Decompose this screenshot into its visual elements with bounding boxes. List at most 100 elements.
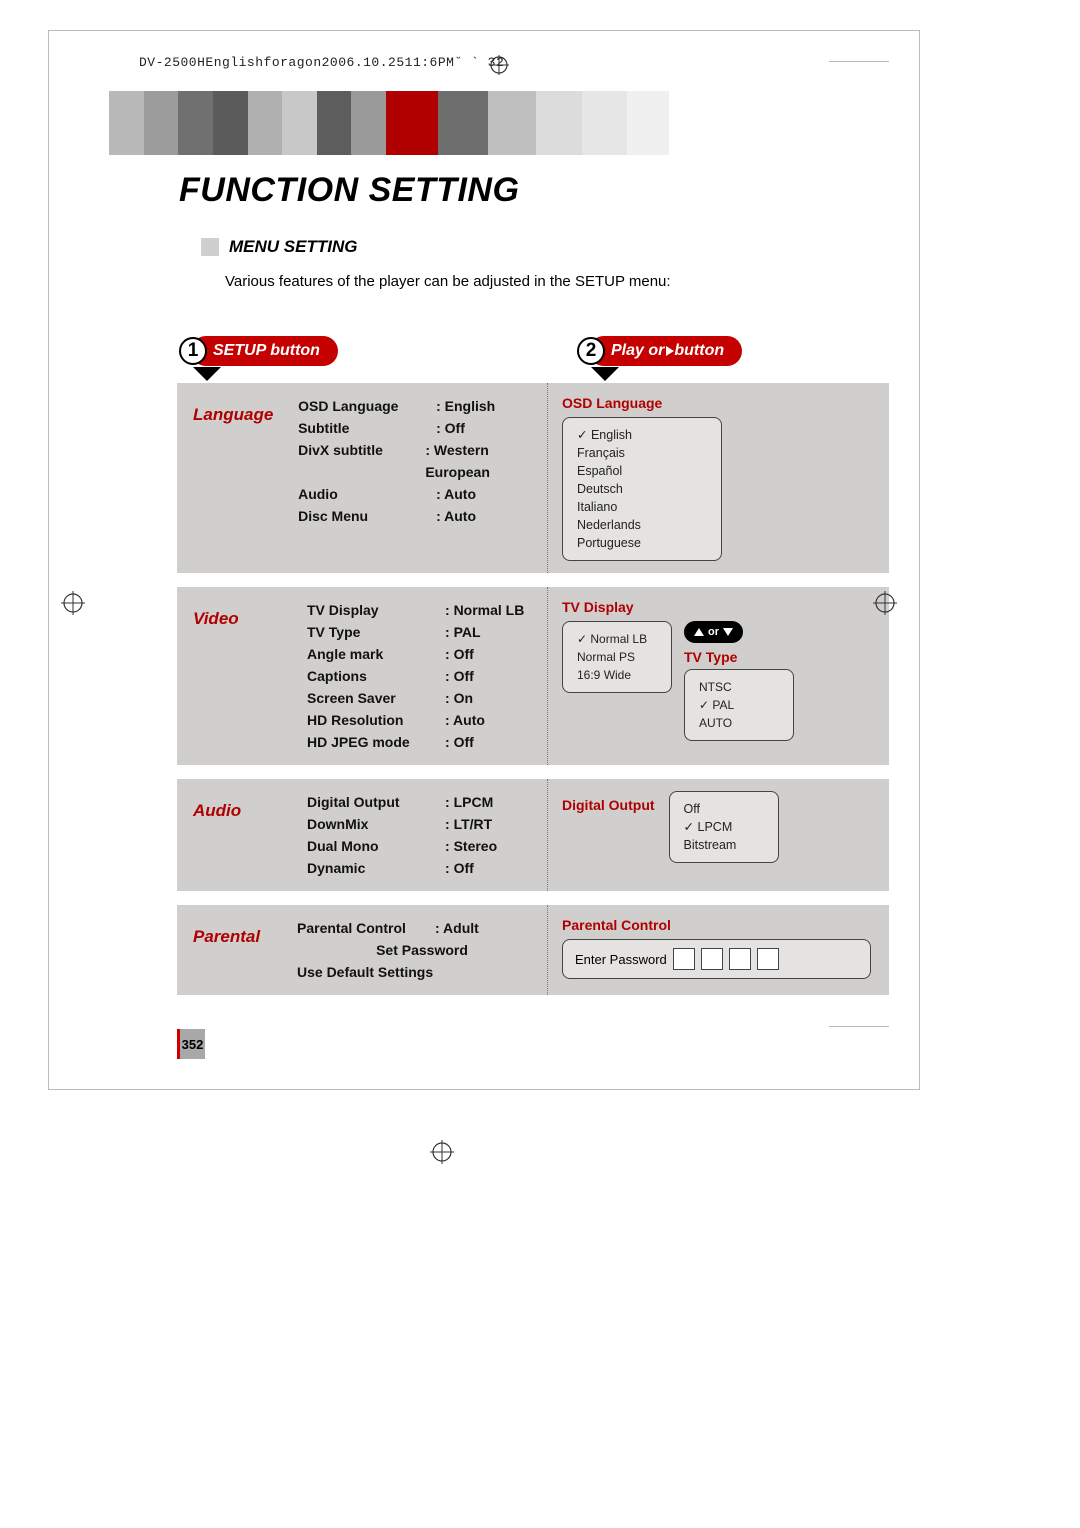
password-digit-cell: [729, 948, 751, 970]
setting-row: OSD LanguageEnglish: [298, 395, 547, 417]
step-label-prefix: Play or: [611, 342, 664, 360]
section-left: Language OSD LanguageEnglishSubtitleOffD…: [177, 383, 547, 573]
setting-row: Parental ControlAdult: [297, 917, 547, 939]
step-label: Play or button: [589, 336, 742, 366]
tv-type-column: or TV Type NTSCPALAUTO: [684, 621, 794, 741]
setting-row: AudioAuto: [298, 483, 547, 505]
option-item: Deutsch: [577, 480, 707, 498]
setting-value: LPCM: [445, 791, 493, 813]
setting-key: Parental Control: [297, 917, 435, 939]
settings-table: TV DisplayNormal LBTV TypePALAngle markO…: [307, 599, 524, 753]
settings-table: Digital OutputLPCMDownMixLT/RTDual MonoS…: [307, 791, 497, 879]
password-entry-box: Enter Password: [562, 939, 871, 979]
option-item: PAL: [699, 696, 779, 714]
setting-row: TV TypePAL: [307, 621, 524, 643]
section-heading: MENU SETTING: [201, 237, 357, 257]
banner-pixel: [627, 91, 669, 155]
setting-key: HD JPEG mode: [307, 731, 445, 753]
setting-key: TV Display: [307, 599, 445, 621]
section-label: Video: [193, 599, 307, 753]
setting-value: Stereo: [445, 835, 497, 857]
section-right: Parental Control Enter Password: [547, 905, 889, 995]
setting-row: CaptionsOff: [307, 665, 524, 687]
step-number: 2: [577, 337, 605, 365]
play-triangle-icon: [666, 346, 674, 356]
section-video: Video TV DisplayNormal LBTV TypePALAngle…: [177, 587, 889, 765]
section-right: OSD Language EnglishFrançaisEspañolDeuts…: [547, 383, 889, 573]
section-label: Parental: [193, 917, 297, 983]
crop-mark-icon: [430, 1140, 454, 1164]
option-item: 16:9 Wide: [577, 666, 657, 684]
submenu-title: OSD Language: [562, 395, 871, 411]
page-number-badge: 352: [177, 1029, 205, 1059]
header-meta: DV-2500HEnglishforagon2006.10.2511:6PM˘ …: [139, 55, 504, 70]
step-badge-2: 2 Play or button: [575, 333, 742, 369]
enter-password-label: Enter Password: [575, 952, 667, 967]
option-list-box: EnglishFrançaisEspañolDeutschItalianoNed…: [562, 417, 722, 561]
setting-row: HD JPEG modeOff: [307, 731, 524, 753]
setting-row: DynamicOff: [307, 857, 497, 879]
use-default-label: Use Default Settings: [297, 961, 433, 983]
submenu-title: Digital Output: [562, 797, 655, 813]
option-item: English: [577, 426, 707, 444]
page-title: FUNCTION SETTING: [179, 171, 519, 210]
submenu-title: TV Display: [562, 599, 871, 615]
password-digit-cell: [673, 948, 695, 970]
option-item: Français: [577, 444, 707, 462]
setting-row: Digital OutputLPCM: [307, 791, 497, 813]
setting-row: HD ResolutionAuto: [307, 709, 524, 731]
up-triangle-icon: [694, 628, 704, 636]
option-item: NTSC: [699, 678, 779, 696]
setting-row: DivX subtitleWestern European: [298, 439, 547, 483]
intro-text: Various features of the player can be ad…: [225, 273, 671, 290]
section-audio: Audio Digital OutputLPCMDownMixLT/RTDual…: [177, 779, 889, 891]
option-list-box: OffLPCMBitstream: [669, 791, 779, 863]
bullet-square-icon: [201, 238, 219, 256]
section-heading-text: MENU SETTING: [229, 237, 357, 257]
section-right: TV Display Normal LBNormal PS16:9 Wide o…: [547, 587, 889, 765]
option-list-box: NTSCPALAUTO: [684, 669, 794, 741]
banner-pixel: [386, 91, 438, 155]
settings-table: OSD LanguageEnglishSubtitleOffDivX subti…: [298, 395, 547, 561]
banner-pixel: [536, 91, 582, 155]
set-password-label: Set Password: [376, 939, 468, 961]
setting-key: OSD Language: [298, 395, 436, 417]
settings-table: Parental ControlAdult Set Password Use D…: [297, 917, 547, 983]
setting-key: Captions: [307, 665, 445, 687]
setting-value: Off: [445, 857, 474, 879]
banner-pixel: [438, 91, 488, 155]
setting-value: Auto: [445, 709, 485, 731]
option-list-box: Normal LBNormal PS16:9 Wide: [562, 621, 672, 693]
password-digit-cell: [701, 948, 723, 970]
crop-mark-icon: [873, 591, 897, 615]
option-item: Normal LB: [577, 630, 657, 648]
banner-pixel: [248, 91, 283, 155]
banner-pixel: [178, 91, 213, 155]
down-triangle-icon: [723, 628, 733, 636]
setting-value: On: [445, 687, 473, 709]
setting-key: TV Type: [307, 621, 445, 643]
step-badge-1: 1 SETUP button: [177, 333, 338, 369]
option-item: Español: [577, 462, 707, 480]
setting-key: Digital Output: [307, 791, 445, 813]
option-item: LPCM: [684, 818, 764, 836]
down-arrow-icon: [193, 367, 221, 381]
setting-value: Off: [436, 417, 465, 439]
crop-mark-icon: [61, 591, 85, 615]
rule-line: [829, 61, 889, 62]
up-down-nav-pill: or: [684, 621, 743, 643]
submenu-title: Parental Control: [562, 917, 871, 933]
setting-key: Dual Mono: [307, 835, 445, 857]
setting-key: Angle mark: [307, 643, 445, 665]
section-language: Language OSD LanguageEnglishSubtitleOffD…: [177, 383, 889, 573]
option-item: Portuguese: [577, 534, 707, 552]
banner-pixel: [144, 91, 179, 155]
crop-mark-icon: [489, 55, 509, 75]
banner-pixel: [582, 91, 626, 155]
submenu-title: TV Type: [684, 649, 794, 665]
setting-value: Western European: [425, 439, 547, 483]
setting-key: DivX subtitle: [298, 439, 425, 483]
option-item: Italiano: [577, 498, 707, 516]
manual-page: DV-2500HEnglishforagon2006.10.2511:6PM˘ …: [48, 30, 920, 1090]
section-parental: Parental Parental ControlAdult Set Passw…: [177, 905, 889, 995]
